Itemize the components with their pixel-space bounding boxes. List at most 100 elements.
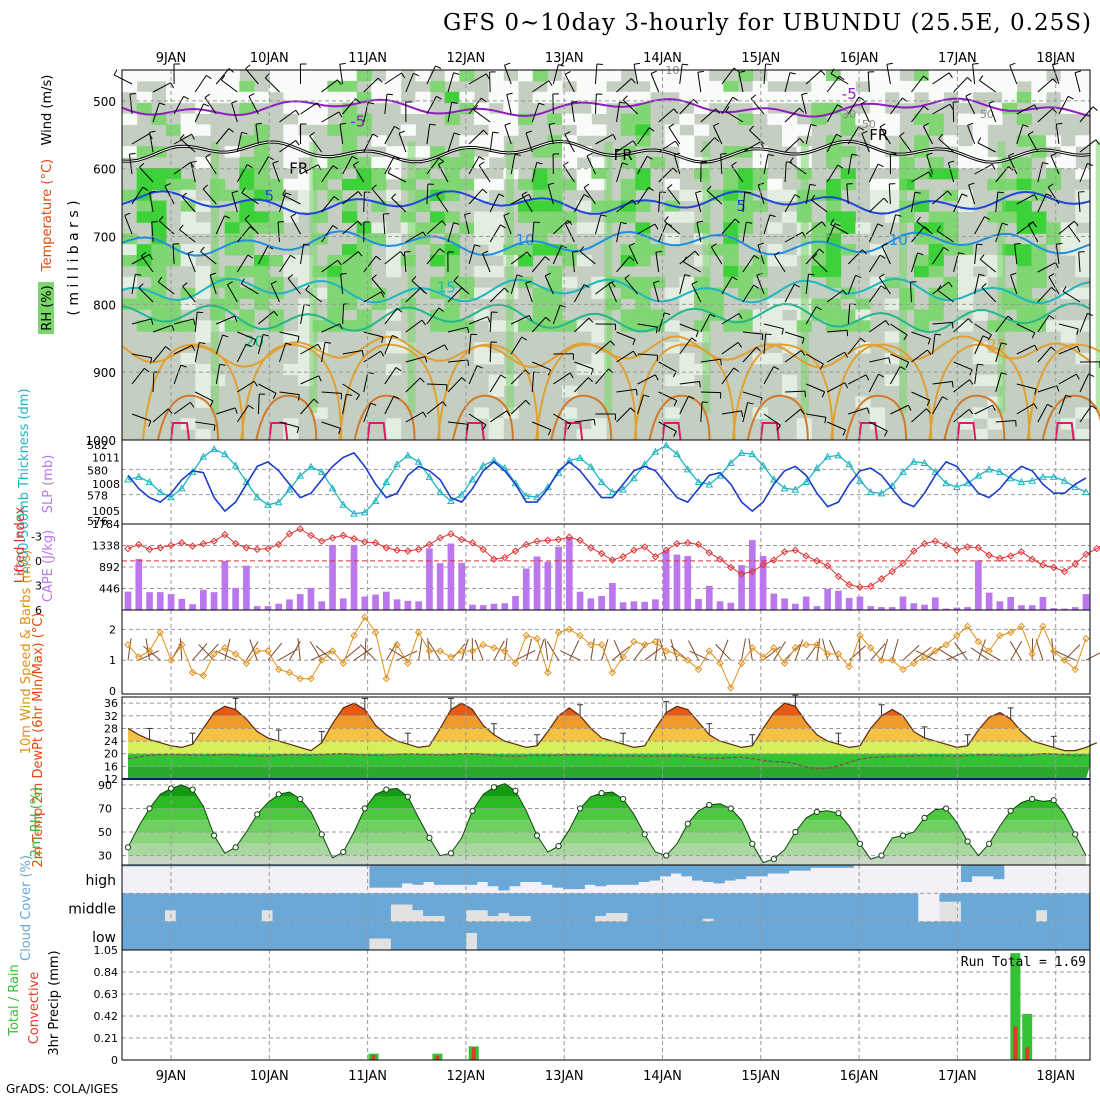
cloud-gap [380, 938, 392, 950]
cloud-bar [627, 893, 639, 922]
wind-barb [257, 246, 269, 265]
wind-barb [552, 245, 562, 265]
wind-barb-flag [357, 251, 363, 257]
wind-barb-flag [500, 374, 507, 379]
run-total-label: Run Total = 1.69 [961, 955, 1086, 970]
rh-cell [488, 352, 504, 365]
cloud-bar [595, 893, 607, 916]
rh-cell [694, 91, 710, 104]
rh-cell [122, 70, 138, 82]
cloud-bar [670, 921, 682, 950]
cloud-bar [767, 865, 779, 874]
rh-cell [151, 200, 167, 212]
rh-cell [914, 309, 930, 321]
rh-cell [532, 70, 548, 82]
rh-cell [342, 265, 358, 278]
wind-barb-flag [441, 220, 447, 226]
rh-cell [591, 331, 607, 343]
thickness-point [490, 456, 498, 464]
cloud-bar [982, 921, 994, 950]
wind-barb [616, 388, 637, 393]
wind-speed-point [953, 631, 961, 640]
wind-barb [595, 340, 611, 355]
rh-cell [1031, 211, 1047, 223]
rh-cell [386, 244, 402, 256]
wind-barb [447, 222, 454, 243]
rh-cell [444, 189, 460, 202]
wind-speed-point [1006, 628, 1015, 637]
wind-barb-flag [483, 129, 488, 135]
wind-barb-10m [1035, 639, 1044, 661]
cloud-bar [552, 893, 564, 922]
wind-barb [384, 335, 393, 355]
wind-barb [131, 186, 144, 205]
credit-label: GrADS: COLA/IGES [6, 1082, 119, 1096]
rh-cell [239, 222, 255, 234]
wind-barb-flag [1022, 124, 1029, 128]
rh-cell [664, 211, 680, 223]
wind-barb-flag [439, 248, 445, 253]
wind-barb-flag [203, 103, 210, 107]
wind-barb [926, 154, 934, 175]
rh-cell [342, 211, 358, 223]
rh-cell [752, 352, 768, 365]
cape-bar [641, 601, 649, 610]
rh-cell [488, 233, 504, 245]
rh-cell [796, 91, 812, 104]
wind-barb-flag [503, 212, 510, 216]
rh-cell [122, 233, 138, 245]
wind-barb [757, 184, 765, 205]
wind-barb-flag [1095, 139, 1100, 145]
y-tick-label: -3 [31, 530, 42, 543]
wind-barb-flag [948, 160, 955, 164]
cloud-bar [573, 921, 585, 950]
rh-cell [708, 244, 724, 256]
wind-barb-flag [526, 251, 532, 258]
wind-barb [679, 99, 694, 115]
wind-barb [953, 379, 970, 393]
rh-cell [1002, 70, 1018, 82]
wind-barb-flag [545, 316, 551, 322]
cloud-bar [208, 921, 220, 950]
isotherm-25-loop [535, 343, 638, 441]
cape-bar [447, 543, 455, 610]
cloud-bar [616, 865, 628, 885]
cloud-bar [186, 893, 198, 922]
rh-cell [606, 276, 622, 289]
rh-cell [811, 91, 827, 104]
wind-barb-flag [1014, 242, 1021, 245]
thickness-point [662, 441, 671, 449]
wind-barb [826, 133, 837, 153]
rh-cell [870, 418, 886, 430]
cape-bar [135, 558, 143, 610]
rh-point [361, 805, 368, 812]
wind-barb-flag [816, 306, 822, 311]
rh-cell [562, 407, 578, 419]
rh-cell [767, 113, 783, 125]
wind-barb [531, 222, 535, 243]
rh-cell [430, 276, 446, 289]
rh-cell [591, 276, 607, 289]
rh-cell [371, 80, 387, 93]
cape-bar [996, 601, 1004, 610]
rh-cell [562, 91, 578, 104]
rh-streak [800, 141, 809, 413]
wind-barb-flag [361, 350, 364, 357]
isotherm-30-loop [550, 394, 613, 441]
rh-cell [870, 146, 886, 158]
wind-barb-flag [317, 343, 322, 350]
rh-point [189, 786, 196, 793]
wind-barb-flag [622, 95, 628, 101]
rh-cell [312, 157, 328, 169]
rh-cell [635, 124, 651, 136]
wind-barb-10m [794, 639, 804, 661]
rh-cell [342, 157, 358, 169]
rh-cell [694, 287, 710, 300]
cape-bar [1071, 607, 1079, 610]
thickness-point [996, 467, 1004, 475]
rh-cell [532, 189, 548, 202]
rh-cell [679, 331, 695, 343]
wind-barb-flag [1075, 373, 1080, 380]
rh-cell [136, 255, 152, 267]
cloud-bar [541, 865, 553, 885]
